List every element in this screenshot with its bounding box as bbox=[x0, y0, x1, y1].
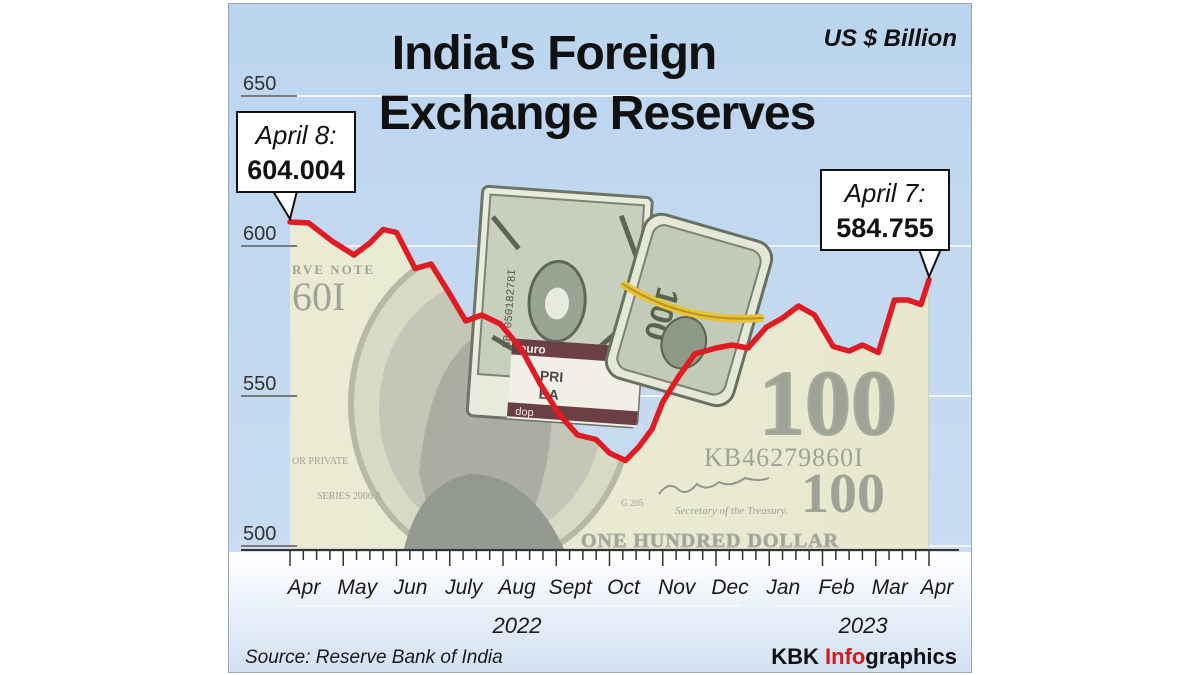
credit-logo: KBK Infographics bbox=[771, 644, 957, 669]
x-tick-label: Nov bbox=[658, 576, 697, 599]
annotation-start: April 8: 604.004 bbox=[236, 111, 356, 222]
bill-private: OR PRIVATE bbox=[292, 456, 348, 467]
bill-denomination-large: 100 bbox=[759, 352, 897, 454]
x-tick-label: Mar bbox=[872, 576, 909, 599]
wrapper-text-4: dop bbox=[515, 406, 534, 419]
bill-denomination-small: 100 bbox=[801, 463, 885, 525]
bill-sheet-code: G 205 bbox=[621, 498, 644, 508]
annotation-end-label: April 7: bbox=[843, 178, 926, 208]
x-tick-label: Apr bbox=[919, 576, 955, 599]
x-tick-label: Jan bbox=[765, 576, 800, 599]
year-label: 2022 bbox=[492, 613, 542, 638]
bill-left-serial: 60I bbox=[292, 274, 345, 319]
money-roll-right: 100 bbox=[604, 212, 774, 408]
chart-title-line-2: Exchange Reserves bbox=[379, 87, 816, 140]
y-tick-label: 550 bbox=[243, 373, 276, 395]
series-line-reserves bbox=[287, 219, 932, 464]
x-tick-label: Dec bbox=[711, 576, 749, 599]
x-tick-label: May bbox=[337, 576, 378, 599]
annotation-start-label: April 8: bbox=[254, 120, 337, 150]
y-tick-label: 650 bbox=[243, 73, 276, 95]
source-note: Source: Reserve Bank of India bbox=[245, 647, 503, 668]
x-tick-label: Sept bbox=[549, 576, 593, 599]
x-tick-label: Jun bbox=[393, 576, 428, 599]
bill-series: SERIES 2006 A bbox=[317, 491, 383, 502]
x-tick-label: Feb bbox=[818, 576, 855, 599]
x-tick-label: Apr bbox=[286, 576, 322, 599]
x-tick-label: July bbox=[444, 576, 484, 599]
x-axis: Apr May Jun July Aug Sept Oct Nov Dec Jan Feb Mar Ap… bbox=[241, 549, 959, 638]
bill-serial: KB46279860I bbox=[704, 443, 864, 472]
unit-label: US $ Billion bbox=[824, 25, 957, 52]
infographic-card: 100 100 KB46279860I 60I RVE NOTE OR PRIV… bbox=[228, 3, 972, 673]
bill-treasury-text: Secretary of the Treasury. bbox=[675, 505, 788, 517]
annotation-end-box bbox=[820, 169, 950, 251]
annotation-end-value: 584.755 bbox=[836, 213, 934, 243]
x-tick-label: Oct bbox=[607, 576, 641, 599]
annotation-start-box bbox=[236, 111, 356, 193]
bill-banner: ONE HUNDRED DOLLAR bbox=[581, 530, 839, 552]
wrapper-text-2: PRI bbox=[539, 367, 563, 385]
annotation-end: April 7: 584.755 bbox=[820, 169, 950, 280]
y-axis: 650 600 550 500 bbox=[241, 73, 297, 547]
bill-signature bbox=[658, 476, 770, 495]
axis-band bbox=[229, 552, 971, 672]
chart-title-line-1: India's Foreign bbox=[392, 27, 716, 80]
annotation-start-value: 604.004 bbox=[247, 155, 345, 185]
year-label: 2023 bbox=[838, 613, 889, 638]
bill-reserve-note: RVE NOTE bbox=[292, 262, 375, 277]
y-tick-label: 500 bbox=[243, 523, 276, 545]
y-tick-label: 600 bbox=[243, 223, 276, 245]
x-tick-label: Aug bbox=[496, 576, 536, 599]
chart: 100 100 KB46279860I 60I RVE NOTE OR PRIV… bbox=[229, 4, 971, 672]
